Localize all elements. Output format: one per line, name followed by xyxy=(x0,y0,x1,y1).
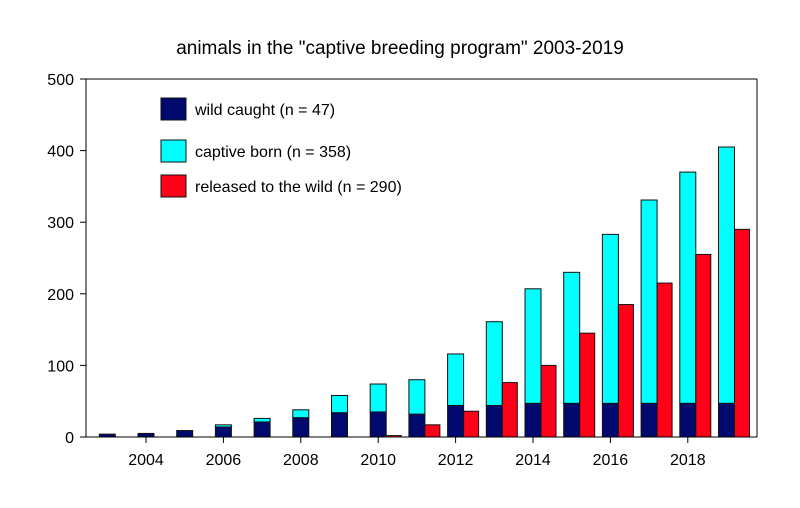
x-tick-label: 2010 xyxy=(360,452,396,469)
bar-wild-caught-2011 xyxy=(408,413,426,438)
bar-captive-born-2009 xyxy=(331,394,348,414)
bar-captive-born-2006 xyxy=(214,424,232,428)
legend-captive-born-label: captive born (n = 358) xyxy=(195,144,351,161)
bar-wild-caught-2005 xyxy=(176,430,194,438)
legend-wild-caught: wild caught (n = 47) xyxy=(160,97,335,121)
legend-released: released to the wild (n = 290) xyxy=(160,174,402,198)
bar-released-2012 xyxy=(463,410,480,438)
x-tick-label: 2018 xyxy=(670,452,706,469)
y-tick-label: 200 xyxy=(47,287,74,304)
bar-wild-caught-2015 xyxy=(563,402,581,438)
bar-captive-born-2013 xyxy=(485,321,503,406)
bar-wild-caught-2004 xyxy=(137,432,155,438)
bar-captive-born-2011 xyxy=(408,379,426,415)
bar-captive-born-2008 xyxy=(292,409,310,419)
bar-wild-caught-2017 xyxy=(640,402,658,438)
bar-captive-born-2018 xyxy=(679,171,697,404)
bar-wild-caught-2012 xyxy=(447,404,465,438)
x-tick-label: 2004 xyxy=(128,452,164,469)
legend-wild-caught-swatch xyxy=(160,97,187,121)
bar-captive-born-2010 xyxy=(369,383,387,413)
bar-captive-born-2007 xyxy=(253,417,271,423)
bar-released-2014 xyxy=(540,364,557,438)
bar-wild-caught-2014 xyxy=(524,402,542,438)
x-tick-label: 2006 xyxy=(206,452,242,469)
x-tick-label: 2008 xyxy=(283,452,319,469)
bar-captive-born-2012 xyxy=(447,353,465,406)
x-tick-label: 2014 xyxy=(515,452,551,469)
bar-captive-born-2017 xyxy=(640,199,658,404)
bar-wild-caught-2019 xyxy=(718,402,735,438)
bar-released-2015 xyxy=(579,332,596,438)
bar-wild-caught-2010 xyxy=(369,411,387,438)
legend-released-label: released to the wild (n = 290) xyxy=(195,179,402,196)
bar-wild-caught-2009 xyxy=(331,412,348,438)
legend-released-swatch xyxy=(160,174,187,198)
bar-released-2013 xyxy=(501,382,518,438)
chart-title: animals in the "captive breeding program… xyxy=(176,38,624,59)
bar-captive-born-2016 xyxy=(601,233,619,404)
legend-captive-born: captive born (n = 358) xyxy=(160,139,351,163)
bar-wild-caught-2007 xyxy=(253,421,271,438)
bar-captive-born-2015 xyxy=(563,271,581,404)
bar-wild-caught-2013 xyxy=(485,404,503,438)
bar-released-2017 xyxy=(656,282,673,438)
bar-captive-born-2014 xyxy=(524,288,542,404)
x-tick-label: 2012 xyxy=(438,452,474,469)
y-tick-label: 100 xyxy=(47,358,74,375)
bar-wild-caught-2006 xyxy=(214,426,232,438)
bar-wild-caught-2008 xyxy=(292,417,310,438)
bar-released-2018 xyxy=(695,253,712,438)
y-tick-label: 0 xyxy=(65,430,74,447)
y-tick-label: 300 xyxy=(47,215,74,232)
legend-captive-born-swatch xyxy=(160,139,187,163)
y-tick-label: 500 xyxy=(47,72,74,89)
y-tick-label: 400 xyxy=(47,144,74,161)
bar-released-2011 xyxy=(424,424,441,438)
x-tick-label: 2016 xyxy=(593,452,629,469)
bar-wild-caught-2016 xyxy=(601,402,619,438)
bar-released-2016 xyxy=(617,304,634,438)
bar-wild-caught-2018 xyxy=(679,402,697,438)
bar-captive-born-2019 xyxy=(718,146,735,404)
bar-released-2019 xyxy=(734,228,750,438)
legend-wild-caught-label: wild caught (n = 47) xyxy=(194,102,335,119)
